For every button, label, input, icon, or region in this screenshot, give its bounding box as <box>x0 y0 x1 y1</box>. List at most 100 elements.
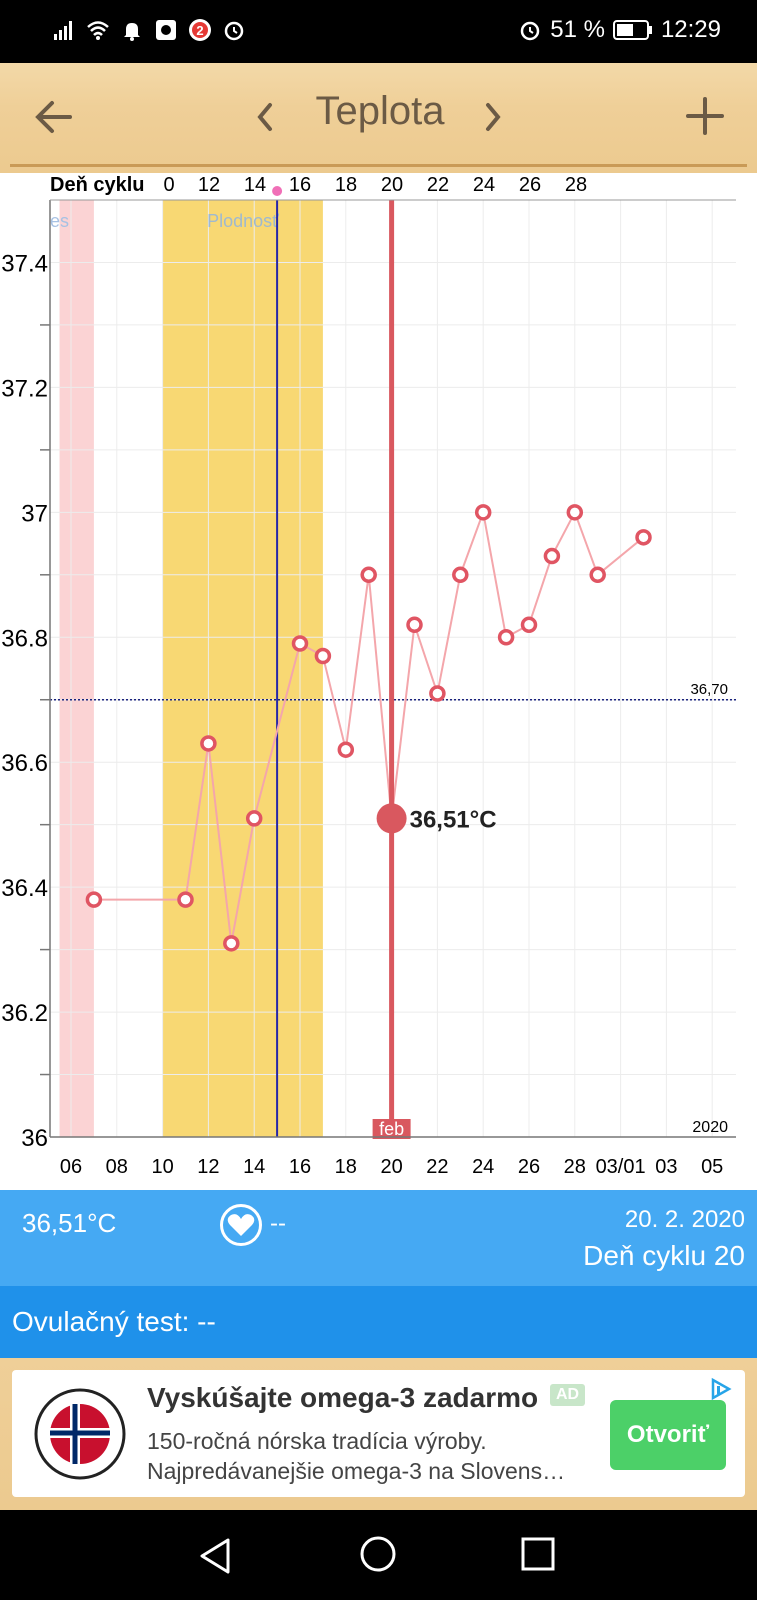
nav-recents-icon[interactable] <box>520 1536 556 1572</box>
selected-point <box>376 803 407 834</box>
alarm-icon <box>224 21 244 41</box>
wifi-icon <box>87 21 109 40</box>
ad-banner: Vyskúšajte omega-3 zadarmo AD 150-ročná … <box>0 1358 757 1510</box>
x-tick-label: 05 <box>701 1156 723 1178</box>
ad-open-button[interactable]: Otvoriť <box>610 1400 726 1470</box>
cycle-tick-label: 24 <box>473 174 495 196</box>
x-tick-label: 03/01 <box>596 1156 646 1178</box>
ad-title: Vyskúšajte omega-3 zadarmo <box>147 1382 539 1413</box>
y-tick-label: 36 <box>21 1125 48 1152</box>
x-tick-label: 03 <box>655 1156 677 1178</box>
month-tag: feb <box>379 1119 404 1139</box>
selected-value-label: 36,51°C <box>410 806 497 833</box>
ovulation-test-label: Ovulačný test: -- <box>12 1306 216 1337</box>
ad-text-line2: Najpredávanejšie omega-3 na Slovens… <box>147 1458 566 1484</box>
y-tick-label: 36.6 <box>1 750 48 777</box>
year-label: 2020 <box>692 1119 728 1136</box>
y-tick-label: 37.2 <box>1 375 48 402</box>
alarm-icon <box>520 21 540 41</box>
temperature-point <box>360 566 377 584</box>
x-tick-label: 28 <box>564 1156 586 1178</box>
cycle-tick-label: 14 <box>244 174 266 196</box>
selected-date: 20. 2. 2020 <box>624 1206 745 1233</box>
temperature-point <box>291 635 309 652</box>
x-tick-label: 24 <box>472 1156 494 1178</box>
chart-svg[interactable]: es Plodnosť 36,51°C feb 36 36.2 36.4 36.6 36.… <box>0 173 757 1190</box>
x-tick-label: 08 <box>106 1156 128 1178</box>
fertility-label: Plodnosť <box>207 211 279 231</box>
add-icon[interactable] <box>680 91 730 141</box>
ad-card[interactable]: Vyskúšajte omega-3 zadarmo AD 150-ročná … <box>12 1370 745 1497</box>
temperature-point <box>429 685 446 702</box>
temperature-point <box>223 935 240 952</box>
y-tick-label: 37.4 <box>1 250 48 277</box>
nav-back-icon[interactable] <box>196 1536 236 1576</box>
temperature-point <box>200 735 217 752</box>
y-tick-label: 36.4 <box>1 875 48 902</box>
next-chevron-icon[interactable] <box>478 95 508 139</box>
ovulation-test-row[interactable]: Ovulačný test: -- <box>0 1286 757 1358</box>
page-title: Teplota <box>315 89 445 133</box>
temperature-chart[interactable]: es Plodnosť 36,51°C feb 36 36.2 36.4 36.6 36.… <box>0 173 757 1190</box>
ad-text-line1: 150-ročná nórska tradícia výroby. <box>147 1428 487 1454</box>
temperature-point <box>245 810 263 827</box>
status-bar: 2 51 % 12:29 <box>0 0 757 63</box>
temperature-point <box>314 647 332 665</box>
x-tick-label: 14 <box>243 1156 265 1178</box>
ad-tag: AD <box>550 1384 586 1406</box>
temperature-point <box>406 616 423 634</box>
battery-percent: 51 % <box>550 16 605 43</box>
back-arrow-icon[interactable] <box>30 93 78 141</box>
top-axis-label: Deň cyklu <box>50 174 144 196</box>
ad-choices-icon[interactable] <box>707 1376 733 1402</box>
threshold-label: 36,70 <box>690 681 728 698</box>
nav-home-icon[interactable] <box>358 1534 398 1574</box>
intercourse-value: -- <box>270 1210 286 1237</box>
temperature-point <box>452 566 469 584</box>
y-tick-label: 36.2 <box>1 1000 48 1027</box>
cycle-tick-label: 12 <box>198 174 220 196</box>
temperature-point <box>474 504 492 521</box>
previous-chevron-icon[interactable] <box>250 95 280 139</box>
x-tick-label: 26 <box>518 1156 540 1178</box>
x-tick-label: 06 <box>60 1156 82 1178</box>
period-band <box>59 200 94 1137</box>
temperature-point <box>543 547 561 565</box>
cycle-tick-label: 20 <box>381 174 403 196</box>
cycle-tick-label: 26 <box>519 174 541 196</box>
temperature-point <box>520 616 538 634</box>
temperature-point <box>497 629 515 646</box>
x-tick-label: 12 <box>197 1156 219 1178</box>
temperature-point <box>635 529 652 546</box>
ad-logo-norway-seal <box>34 1388 126 1480</box>
temperature-point <box>177 891 194 908</box>
period-label: es <box>50 211 69 231</box>
clock: 12:29 <box>660 16 721 43</box>
x-tick-label: 10 <box>151 1156 173 1178</box>
y-tick-label: 37 <box>21 500 48 527</box>
cycle-tick-label: 18 <box>335 174 357 196</box>
app-icon <box>156 20 176 40</box>
battery-icon <box>612 20 652 40</box>
temperature-point <box>85 891 103 908</box>
svg-text:2: 2 <box>196 23 203 38</box>
selected-temperature: 36,51°C <box>22 1208 117 1238</box>
temperature-point <box>337 741 355 758</box>
month-tag-bg <box>372 1119 411 1139</box>
notification-count-icon: 2 <box>189 19 211 41</box>
cycle-tick-label: 0 <box>163 174 174 196</box>
x-tick-label: 22 <box>426 1156 448 1178</box>
x-tick-label: 16 <box>289 1156 311 1178</box>
x-tick-label: 20 <box>380 1156 402 1178</box>
temperature-point <box>589 566 606 584</box>
cycle-tick-label: 28 <box>565 174 587 196</box>
app-toolbar: Teplota <box>0 63 757 173</box>
ovulation-marker <box>272 186 283 196</box>
selected-cycle-day: Deň cyklu 20 <box>583 1240 745 1271</box>
system-nav-bar <box>0 1510 757 1600</box>
day-info-panel[interactable]: 36,51°C -- 20. 2. 2020 Deň cyklu 20 <box>0 1190 757 1286</box>
status-right: 51 % 12:29 <box>518 16 721 44</box>
heart-icon[interactable] <box>220 1204 262 1246</box>
status-left-icons: 2 <box>52 18 246 42</box>
fertility-band <box>162 200 323 1137</box>
